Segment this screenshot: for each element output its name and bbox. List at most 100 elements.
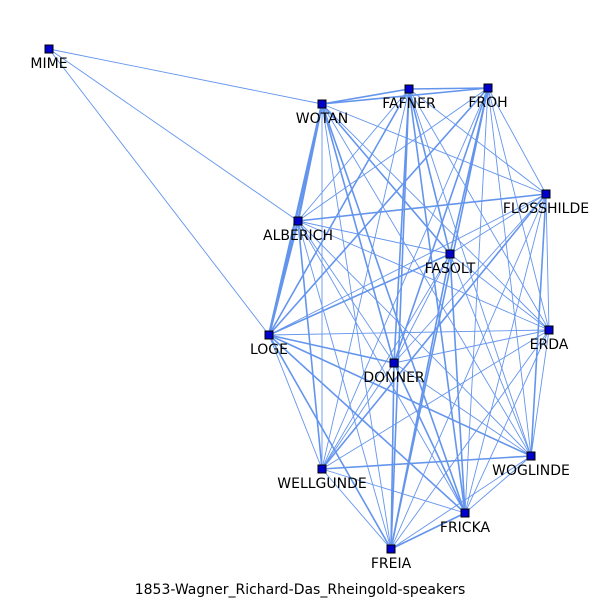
edge-loge-erda	[268, 329, 550, 336]
node-marker	[317, 464, 327, 474]
edge-fafner-freia	[390, 88, 410, 550]
edge-donner-wellgunde	[321, 362, 395, 470]
node-marker	[526, 451, 536, 461]
edge-froh-fricka	[464, 87, 489, 514]
node-marker	[389, 358, 399, 368]
edge-erda-freia	[390, 329, 550, 550]
edge-erda-wellgunde	[321, 329, 550, 470]
node-marker	[544, 325, 554, 335]
edge-erda-donner	[393, 329, 550, 364]
edge-erda-woglinde	[530, 329, 550, 457]
edge-flosshilde-donner	[393, 193, 547, 364]
node-label: LOGE	[250, 342, 288, 358]
node-label: MIME	[30, 56, 67, 72]
edge-wotan-fricka	[321, 103, 466, 514]
node-label: FRICKA	[440, 520, 491, 536]
node-marker	[386, 544, 396, 554]
edge-froh-donner	[393, 87, 489, 364]
edge-flosshilde-freia	[390, 193, 547, 550]
edge-mime-wotan	[48, 48, 323, 105]
edge-loge-donner	[268, 334, 395, 364]
node-marker	[460, 508, 470, 518]
node-freia: FREIA	[371, 544, 412, 572]
edge-alberich-fasolt	[297, 220, 451, 255]
node-label: WELLGUNDE	[277, 476, 366, 492]
node-flosshilde: FLOSSHILDE	[503, 189, 589, 217]
node-label: FROH	[468, 95, 507, 111]
node-label: FAFNER	[382, 96, 436, 112]
edge-froh-woglinde	[487, 87, 532, 457]
edge-alberich-freia	[297, 220, 392, 550]
edge-fasolt-woglinde	[449, 253, 532, 457]
edge-flosshilde-fasolt	[449, 193, 547, 255]
edge-fasolt-donner	[393, 253, 451, 364]
edge-alberich-donner	[297, 220, 395, 364]
graph-caption: 1853-Wagner_Richard-Das_Rheingold-speake…	[134, 582, 466, 598]
edge-fafner-wellgunde	[321, 88, 410, 470]
edge-loge-wellgunde	[268, 334, 323, 470]
edge-layer	[48, 48, 550, 550]
node-mime: MIME	[30, 44, 68, 72]
edge-woglinde-wellgunde	[321, 455, 532, 470]
edge-fafner-fricka	[408, 88, 466, 514]
node-loge: LOGE	[250, 330, 288, 358]
edge-fasolt-freia	[390, 253, 451, 550]
edge-wotan-fasolt	[321, 103, 451, 255]
edge-alberich-woglinde	[297, 220, 532, 457]
edge-fafner-woglinde	[408, 88, 532, 457]
edge-flosshilde-alberich	[297, 193, 547, 222]
node-woglinde: WOGLINDE	[492, 451, 570, 479]
node-marker	[317, 99, 327, 109]
node-erda: ERDA	[530, 325, 569, 353]
node-marker	[483, 83, 493, 93]
edge-froh-alberich	[297, 87, 489, 222]
node-fricka: FRICKA	[440, 508, 491, 536]
edge-erda-fricka	[464, 329, 550, 514]
node-marker	[44, 44, 54, 54]
edge-flosshilde-erda	[545, 193, 550, 331]
edge-fasolt-loge	[268, 253, 451, 336]
edge-woglinde-fricka	[464, 455, 532, 514]
node-alberich: ALBERICH	[263, 216, 333, 244]
node-wotan: WOTAN	[296, 99, 348, 127]
edge-woglinde-freia	[390, 455, 532, 550]
edge-donner-fricka	[393, 362, 466, 514]
edge-fasolt-fricka	[449, 253, 466, 514]
node-marker	[445, 249, 455, 259]
node-layer: MIME WOTAN FAFNER FROH FLOSSHILDE ALBERICH FAS…	[30, 44, 589, 572]
node-marker	[293, 216, 303, 226]
edge-froh-wellgunde	[321, 87, 489, 470]
edge-wellgunde-fricka	[321, 468, 466, 514]
node-label: FASOLT	[425, 261, 476, 277]
node-label: DONNER	[363, 370, 425, 386]
edge-fasolt-erda	[449, 253, 550, 331]
edge-wotan-erda	[321, 103, 550, 331]
edge-fafner-alberich	[297, 88, 410, 222]
edge-donner-freia	[390, 362, 395, 550]
edge-fafner-froh	[408, 87, 489, 90]
edge-alberich-fricka	[297, 220, 466, 514]
node-marker	[264, 330, 274, 340]
edge-fricka-freia	[390, 512, 466, 550]
node-fafner: FAFNER	[382, 84, 436, 112]
edge-flosshilde-loge	[268, 193, 547, 336]
edge-donner-woglinde	[393, 362, 532, 457]
edge-wellgunde-freia	[321, 468, 392, 550]
edge-loge-fricka	[268, 334, 466, 514]
edge-loge-freia	[268, 334, 392, 550]
edge-froh-flosshilde	[487, 87, 547, 195]
node-label: WOGLINDE	[492, 463, 570, 479]
edge-alberich-loge	[267, 220, 300, 336]
node-label: FREIA	[371, 556, 412, 572]
node-label: ERDA	[530, 337, 569, 353]
node-marker	[404, 84, 414, 94]
edge-wotan-fafner	[321, 88, 410, 105]
edge-mime-alberich	[48, 48, 299, 222]
edge-fafner-erda	[408, 88, 550, 331]
node-label: ALBERICH	[263, 228, 333, 244]
edge-mime-loge	[48, 48, 270, 336]
edge-fafner-fasolt	[408, 88, 451, 255]
node-donner: DONNER	[363, 358, 425, 386]
edge-froh-erda	[487, 87, 550, 331]
